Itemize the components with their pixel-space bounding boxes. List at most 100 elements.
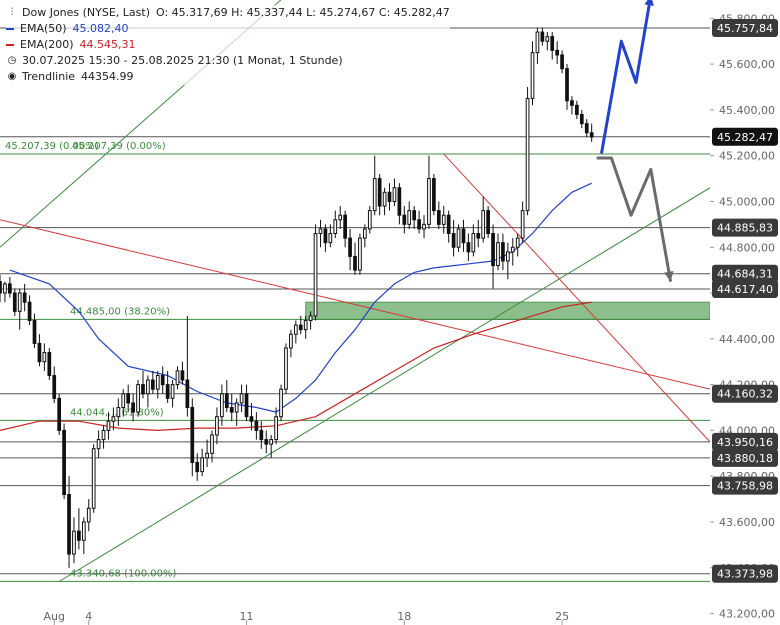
legend-trendline-value: 44354.99: [81, 70, 134, 83]
fib-level-label: 44.485,00 (38.20%): [70, 306, 170, 317]
price-tag: 44.885,83: [712, 218, 778, 237]
candle: [42, 343, 47, 371]
candle: [377, 173, 382, 216]
candle: [397, 183, 402, 225]
candle: [372, 155, 377, 216]
candle: [382, 187, 387, 216]
candle: [32, 313, 37, 348]
forecast-arrowhead: [664, 271, 674, 282]
price-tag-box: [712, 384, 778, 403]
candle: [353, 242, 357, 275]
candle-body: [205, 452, 209, 459]
candle-body: [195, 461, 200, 473]
candle-body: [180, 370, 185, 381]
candle: [318, 219, 323, 248]
candle-body: [185, 379, 190, 409]
candle: [555, 41, 560, 65]
candle: [195, 453, 200, 481]
forecast-arrowhead: [644, 0, 654, 6]
price-tag: 43.880,18: [712, 448, 778, 467]
y-tick-label: 44.400,00: [719, 333, 775, 346]
candle: [136, 380, 140, 417]
legend-ema200-row[interactable]: EMA(200) 44.545,31: [6, 37, 450, 53]
candle-body: [116, 407, 121, 418]
candle: [392, 178, 397, 207]
candle-body: [91, 448, 96, 509]
candle-body: [446, 214, 451, 235]
legend-trendline-row[interactable]: ◉ Trendlinie 44354.99: [6, 69, 450, 85]
candle: [269, 434, 274, 458]
candle-body: [160, 374, 165, 386]
candle: [47, 347, 52, 381]
candle-body: [318, 228, 323, 235]
candle: [348, 228, 352, 271]
candle-body: [338, 214, 343, 221]
candle-body: [387, 191, 392, 202]
candle-body: [328, 233, 333, 244]
candle-body: [520, 210, 525, 239]
candle-body: [244, 393, 249, 418]
candle: [471, 224, 476, 257]
legend-ema50-value: 45.082,40: [72, 22, 129, 35]
candle-body: [62, 429, 66, 496]
candle-body: [81, 521, 86, 541]
candle: [264, 430, 269, 454]
candle: [427, 155, 431, 229]
fib-level-label: 45.207,39 (0.00%): [72, 141, 166, 152]
candle-body: [284, 347, 288, 390]
candle-body: [47, 352, 52, 376]
candle-body: [343, 214, 347, 239]
candle: [387, 183, 392, 211]
candle: [244, 384, 249, 422]
candle: [560, 50, 564, 74]
candle: [91, 444, 96, 513]
candle-body: [170, 384, 175, 399]
candle-body: [575, 104, 579, 115]
candle-body: [8, 283, 12, 294]
legend-ema50-row[interactable]: EMA(50) 45.082,40: [6, 21, 450, 37]
trend-line: [58, 187, 710, 582]
candle: [274, 407, 278, 445]
candle-body: [121, 393, 126, 409]
candle-body: [96, 439, 101, 450]
candle: [367, 206, 372, 234]
candle: [52, 366, 57, 403]
candle: [239, 384, 244, 413]
plot-area: 45.207,39 (0.00%)45.207,39 (0.00%) 44.485…: [0, 0, 710, 582]
candle-body: [264, 439, 269, 445]
candle: [363, 224, 367, 248]
candle: [249, 402, 254, 431]
candle-body: [279, 388, 283, 418]
candle: [146, 375, 150, 408]
candle-body: [535, 31, 540, 54]
y-tick-label: 45.400,00: [719, 104, 775, 117]
candle: [116, 398, 121, 426]
price-tag-box: [712, 18, 778, 37]
candle: [422, 215, 426, 239]
candle: [550, 32, 555, 60]
candle: [86, 499, 91, 532]
price-tag-label: 43.758,98: [717, 480, 773, 493]
candle-body: [392, 187, 397, 202]
candle: [106, 412, 111, 440]
candle-body: [72, 530, 76, 555]
candle-body: [190, 407, 195, 463]
candle: [215, 407, 219, 445]
candle: [481, 196, 486, 243]
price-tag-box: [712, 432, 778, 451]
candle-body: [32, 320, 37, 344]
candle-body: [417, 219, 421, 230]
y-tick-label: 43.600,00: [719, 516, 775, 529]
y-tick-label: 45.200,00: [719, 150, 775, 163]
candle-body: [269, 439, 274, 445]
price-tag: 44.684,31: [712, 264, 778, 283]
candle-body: [229, 407, 234, 413]
candle: [412, 206, 417, 229]
candle-body: [363, 228, 367, 239]
candle-body: [397, 187, 402, 216]
price-tag-label: 44.617,40: [717, 283, 773, 296]
y-axis-panel: [710, 0, 780, 625]
candle-body: [67, 494, 71, 555]
